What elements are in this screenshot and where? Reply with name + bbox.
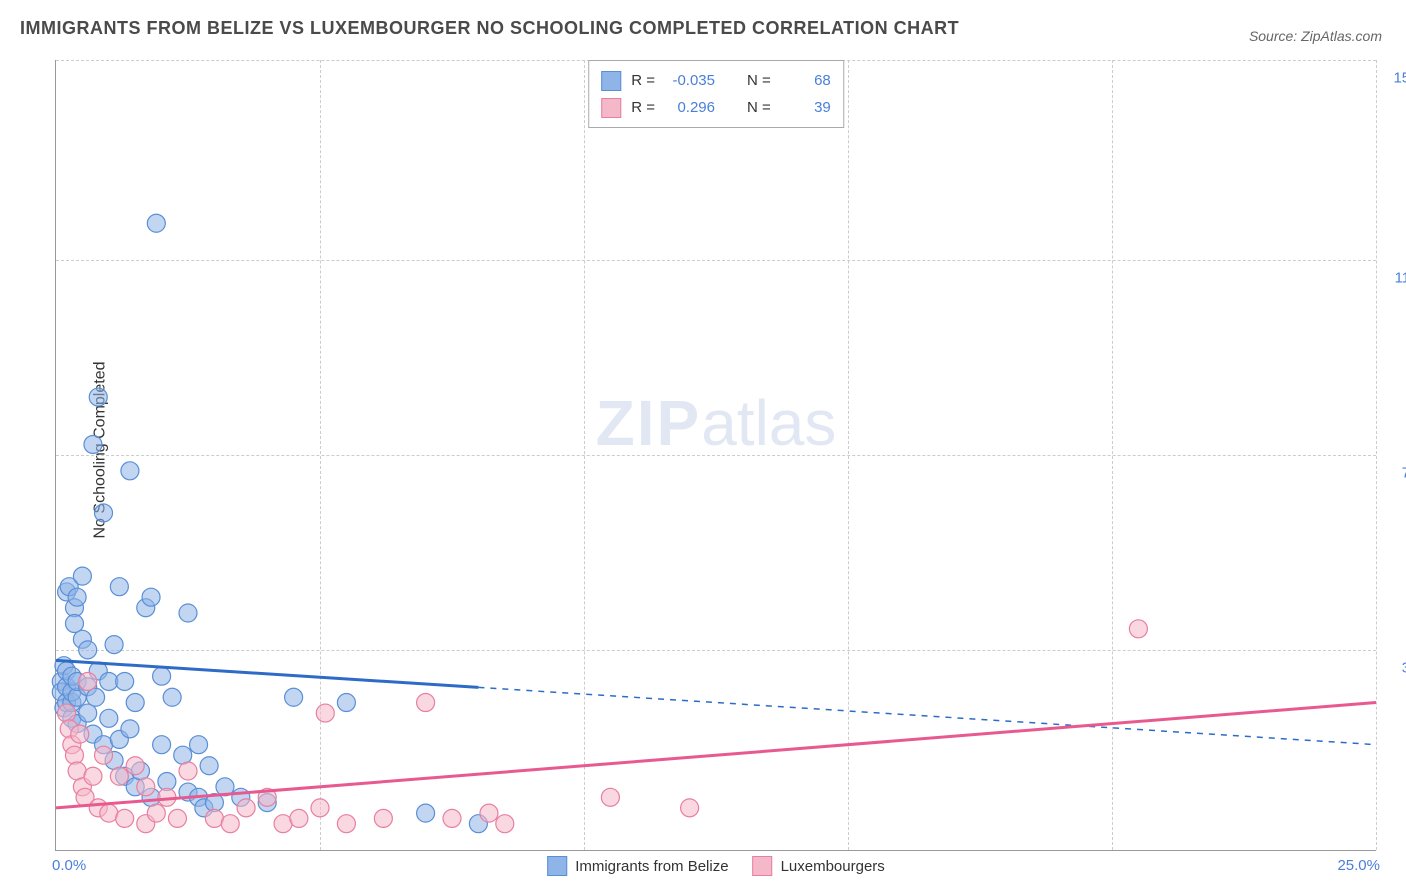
r-label: R =	[631, 67, 655, 94]
bottom-legend: Immigrants from Belize Luxembourgers	[547, 856, 885, 876]
x-tick-max: 25.0%	[1337, 857, 1380, 874]
legend-item-2: Luxembourgers	[753, 856, 885, 876]
swatch-series-2	[601, 98, 621, 118]
legend-swatch-2	[753, 856, 773, 876]
n-value-2: 39	[781, 94, 831, 121]
y-tick-label: 7.5%	[1402, 465, 1406, 482]
plot-area: ZIPatlas 3.8%7.5%11.2%15.0% R = -0.035 N…	[55, 60, 1376, 851]
legend-item-1: Immigrants from Belize	[547, 856, 728, 876]
stats-legend: R = -0.035 N = 68 R = 0.296 N = 39	[588, 60, 844, 128]
stats-row-series-2: R = 0.296 N = 39	[601, 94, 831, 121]
n-label: N =	[747, 67, 771, 94]
y-tick-label: 15.0%	[1393, 70, 1406, 87]
y-tick-label: 3.8%	[1402, 659, 1406, 676]
source-attribution: Source: ZipAtlas.com	[1249, 28, 1382, 44]
r-value-2: 0.296	[665, 94, 715, 121]
x-tick-0: 0.0%	[52, 857, 86, 874]
legend-swatch-1	[547, 856, 567, 876]
y-tick-label: 11.2%	[1395, 270, 1406, 287]
r-value-1: -0.035	[665, 67, 715, 94]
n-label: N =	[747, 94, 771, 121]
legend-label-1: Immigrants from Belize	[575, 858, 728, 875]
n-value-1: 68	[781, 67, 831, 94]
chart-svg	[56, 60, 1376, 850]
stats-row-series-1: R = -0.035 N = 68	[601, 67, 831, 94]
chart-title: IMMIGRANTS FROM BELIZE VS LUXEMBOURGER N…	[20, 18, 959, 39]
legend-label-2: Luxembourgers	[781, 858, 885, 875]
swatch-series-1	[601, 71, 621, 91]
r-label: R =	[631, 94, 655, 121]
